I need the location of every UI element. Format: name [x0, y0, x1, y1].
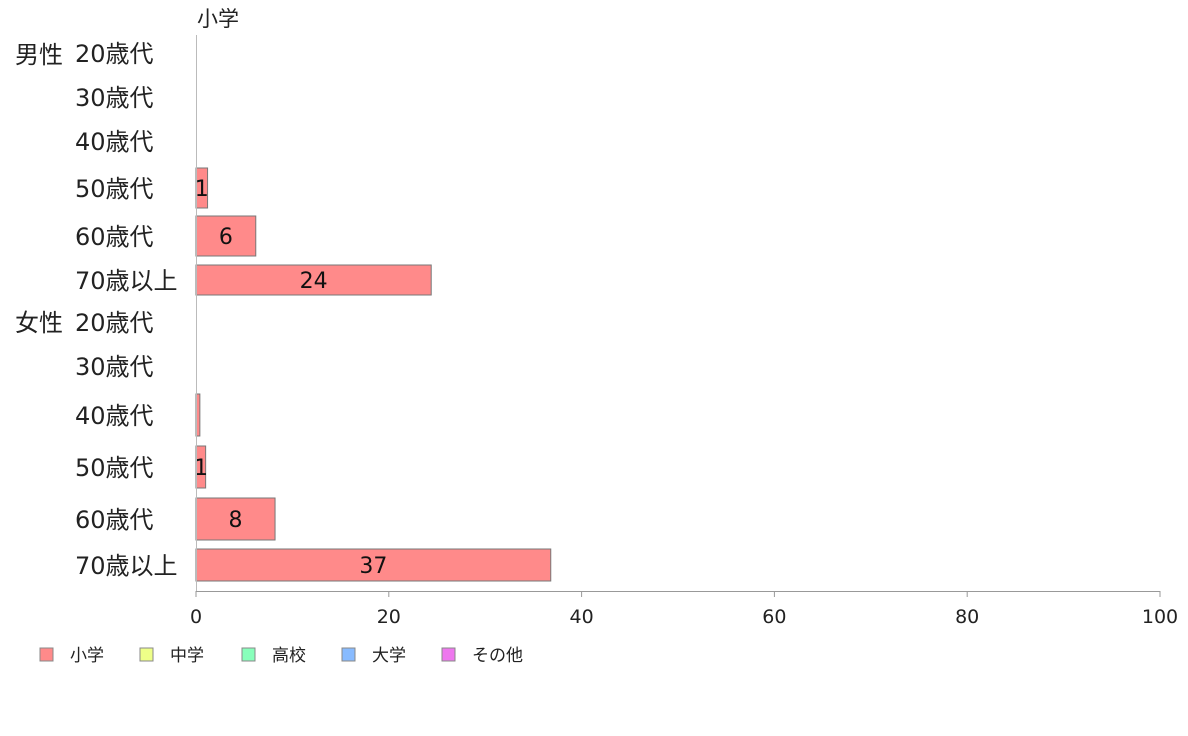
legend-swatch [39, 647, 54, 662]
category-label: 50歳代 [75, 454, 154, 482]
bar [195, 215, 257, 257]
category-label: 30歳代 [75, 84, 154, 112]
x-tick-label: 100 [1142, 606, 1178, 628]
chart-title: 小学 [197, 7, 239, 31]
data-label: 8 [229, 508, 243, 533]
data-label: 24 [300, 269, 328, 294]
legend-label: 大学 [372, 646, 406, 666]
category-label: 40歳代 [75, 402, 154, 430]
legend-label: 高校 [272, 646, 306, 666]
group-label-male: 男性 [15, 41, 63, 69]
x-tick-label: 0 [190, 606, 202, 628]
category-label: 60歳代 [75, 223, 154, 251]
data-label: 37 [359, 554, 387, 579]
category-label: 60歳代 [75, 506, 154, 534]
legend-label: その他 [472, 646, 523, 666]
category-label: 20歳代 [75, 309, 154, 337]
category-label: 30歳代 [75, 353, 154, 381]
legend-swatch [139, 647, 154, 662]
category-label: 20歳代 [75, 40, 154, 68]
x-tick-label: 20 [377, 606, 401, 628]
category-label: 70歳以上 [75, 267, 178, 295]
category-label: 70歳以上 [75, 552, 178, 580]
group-label-female: 女性 [15, 309, 63, 337]
bar [195, 264, 432, 296]
x-tick-label: 60 [762, 606, 786, 628]
legend-swatch [341, 647, 356, 662]
x-tick-label: 40 [570, 606, 594, 628]
data-label: 1 [194, 456, 208, 481]
legend-label: 中学 [170, 646, 204, 666]
x-tick-label: 80 [955, 606, 979, 628]
legend-label: 小学 [70, 646, 104, 666]
legend-swatch [441, 647, 456, 662]
legend-swatch [241, 647, 256, 662]
category-label: 50歳代 [75, 175, 154, 203]
data-label: 6 [219, 225, 233, 250]
category-label: 40歳代 [75, 128, 154, 156]
data-label: 1 [195, 177, 209, 202]
